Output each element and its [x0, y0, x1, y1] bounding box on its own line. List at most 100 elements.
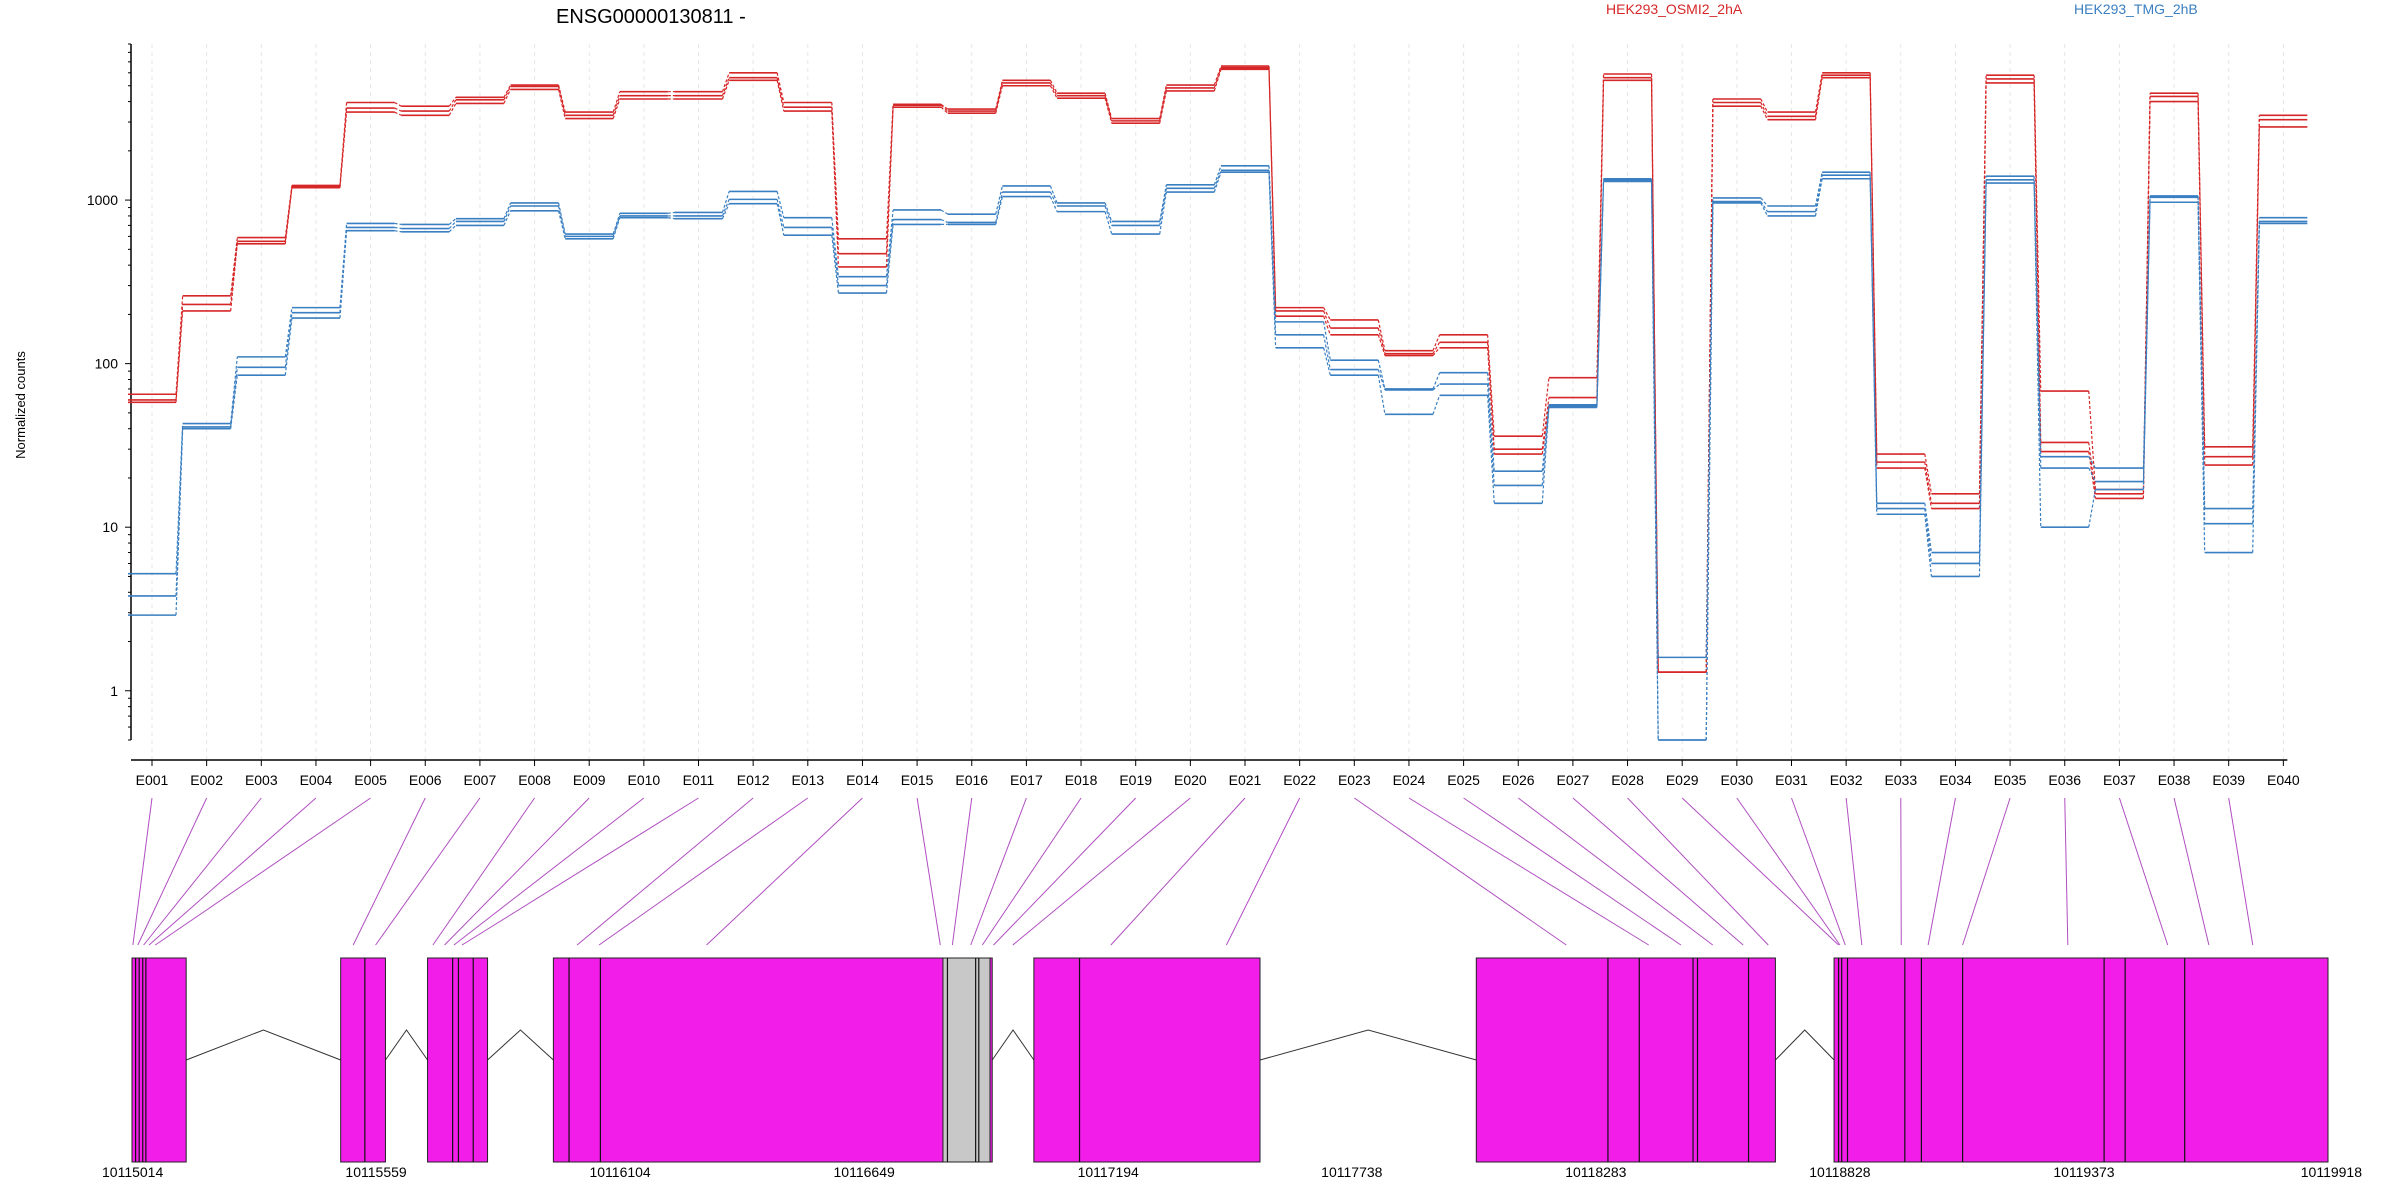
series-connector — [1541, 407, 1550, 504]
series-connector — [2033, 179, 2042, 469]
series-connector — [1432, 395, 1441, 415]
series-connector — [1869, 75, 1878, 463]
exon-connector — [352, 797, 426, 946]
series-connector — [612, 213, 621, 235]
y-tick-label: 10 — [102, 519, 118, 535]
y-tick-label: 1000 — [87, 192, 118, 208]
series-connector — [1323, 307, 1331, 321]
series-connector — [557, 210, 566, 239]
series-connector — [1924, 503, 1933, 553]
series-connector — [667, 217, 675, 220]
series-connector — [612, 217, 621, 239]
x-tick-label: E011 — [683, 772, 715, 788]
exon-connector — [137, 797, 208, 946]
series-connector — [1814, 72, 1823, 113]
x-tick-label: E018 — [1065, 772, 1098, 788]
exon-block — [340, 957, 386, 1163]
series-connector — [940, 104, 949, 112]
series-connector — [1760, 105, 1769, 120]
exon-block — [1475, 957, 1776, 1163]
series-connector — [1760, 98, 1769, 113]
series-connector — [1487, 384, 1495, 486]
series-osmi-1 — [128, 66, 2308, 673]
x-tick-label: E006 — [409, 772, 442, 788]
genomic-coordinate-label: 10116104 — [589, 1164, 650, 1180]
x-tick-label: E037 — [2103, 772, 2136, 788]
series-connector — [1814, 75, 1823, 117]
series-connector — [1814, 172, 1823, 207]
series-connector — [1432, 383, 1440, 391]
legend-entry-tmg[interactable]: HEK293_TMG_2hB — [2074, 1, 2198, 17]
x-tick-label: E017 — [1010, 772, 1043, 788]
legend-entry-osmi[interactable]: HEK293_OSMI2_2hA — [1606, 1, 1743, 17]
y-tick-label: 1 — [110, 683, 118, 699]
series-connector — [1760, 102, 1769, 117]
series-connector — [612, 98, 621, 119]
series-connector — [1924, 467, 1933, 509]
x-tick-label: E040 — [2267, 772, 2300, 788]
series-connector — [721, 72, 730, 92]
exon-connector — [1572, 797, 1744, 946]
y-axis: 1 10 100 1000 — [87, 43, 132, 741]
x-tick-label: E003 — [245, 772, 278, 788]
series-connector — [1760, 197, 1768, 207]
series-connector — [1049, 185, 1058, 204]
series-connector — [1323, 334, 1331, 370]
exon-connector — [444, 797, 590, 946]
x-tick-label: E012 — [737, 772, 770, 788]
genomic-coordinate-label: 10117738 — [1321, 1164, 1382, 1180]
chart-title: ENSG00000130811 - — [556, 6, 746, 28]
exon-connector — [576, 797, 754, 946]
exon-connector — [1962, 797, 2011, 946]
x-axis: E001 E002 E003 E004 E005 E006 E007 E008 E009 E010… — [131, 759, 2300, 788]
x-tick-label: E024 — [1393, 772, 1426, 788]
x-tick-label: E032 — [1830, 772, 1863, 788]
x-tick-label: E001 — [136, 772, 169, 788]
exon-connector — [1845, 797, 1863, 946]
series-connector — [721, 203, 730, 219]
series-connector — [1104, 95, 1113, 122]
exon-connector — [155, 797, 371, 946]
series-connector — [503, 89, 512, 104]
x-tick-label: E039 — [2212, 772, 2245, 788]
genomic-coordinate-label: 10117194 — [1078, 1164, 1139, 1180]
series-connector — [1159, 188, 1167, 226]
series-connector — [721, 191, 730, 213]
exon-connector — [1627, 797, 1769, 946]
exon-connector — [1463, 797, 1682, 946]
series-connector — [1650, 181, 1659, 741]
exon-connector — [1110, 797, 1246, 946]
series-connector — [776, 203, 785, 236]
x-tick-label: E028 — [1611, 772, 1644, 788]
series-connector — [1377, 375, 1386, 415]
x-tick-label: E020 — [1174, 772, 1207, 788]
series-connector — [1049, 196, 1058, 212]
exon-block — [131, 957, 187, 1163]
series-connector — [1814, 178, 1823, 217]
series-connector — [885, 107, 894, 267]
series-connector — [612, 95, 621, 116]
intron-line — [186, 1029, 341, 1061]
series-connector — [721, 80, 730, 100]
series-connector — [1487, 347, 1495, 455]
series-connector — [612, 91, 621, 113]
genomic-coordinate-axis: 10115014 10115559 10116104 10116649 10117194… — [102, 1164, 2362, 1180]
series-connector — [1377, 334, 1386, 356]
series-connector — [557, 89, 566, 119]
series-connector — [1924, 514, 1933, 577]
series-connector — [1814, 175, 1823, 212]
series-connector — [230, 237, 238, 296]
series-tmg-4 — [128, 169, 2308, 741]
x-tick-label: E014 — [846, 772, 879, 788]
series-connector — [1924, 462, 1933, 504]
series-connector — [2033, 82, 2042, 452]
series-connector — [1049, 82, 1058, 96]
series-connector — [1487, 372, 1495, 472]
series-connector — [503, 84, 512, 98]
series-tmg-5 — [128, 171, 2308, 741]
exon-connector — [1225, 797, 1301, 946]
exon-connector-lines — [132, 797, 2254, 946]
series-connector — [1049, 80, 1058, 94]
